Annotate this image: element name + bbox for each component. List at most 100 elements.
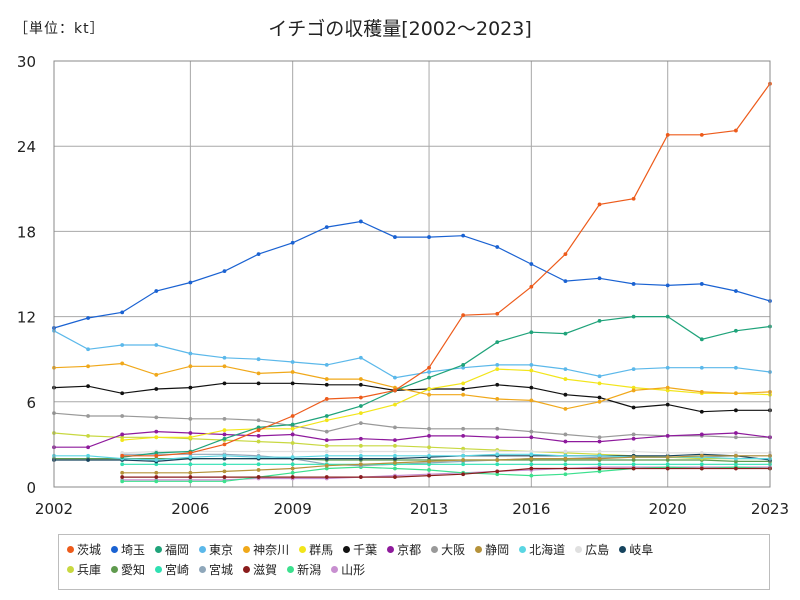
data-point (427, 387, 431, 391)
data-point (529, 466, 534, 471)
legend-item: 宮崎 (155, 561, 189, 578)
data-point (290, 466, 295, 471)
data-point (631, 455, 636, 460)
data-point (495, 245, 500, 249)
data-point (393, 475, 397, 479)
data-point (699, 365, 704, 370)
data-point (631, 458, 636, 462)
data-point (324, 429, 329, 434)
data-point (529, 473, 534, 478)
data-point (120, 414, 125, 418)
data-point (427, 473, 431, 478)
data-point (529, 398, 534, 403)
data-point (120, 435, 125, 440)
data-point (393, 402, 397, 407)
series-滋賀 (120, 466, 772, 479)
data-point (358, 453, 363, 458)
data-point (631, 449, 636, 454)
data-point (120, 361, 125, 366)
legend-swatch (475, 545, 483, 553)
axis-tick-labels: 0 6 12 18 24 30 2002 2006 2009 2013 2016 2020 2023 (17, 53, 789, 518)
data-point (495, 458, 500, 462)
data-point (631, 314, 636, 319)
data-point (358, 395, 363, 400)
x-tick-label: 2020 (649, 500, 687, 518)
data-point (290, 455, 295, 460)
data-point (324, 397, 329, 401)
data-point (393, 375, 397, 380)
data-point (734, 453, 738, 458)
x-tick-label: 2006 (171, 500, 209, 518)
data-point (665, 314, 670, 319)
data-point (86, 384, 90, 389)
data-point (324, 414, 329, 418)
series-埼玉 (52, 219, 772, 330)
data-point (495, 340, 500, 345)
data-point (324, 449, 329, 454)
data-point (393, 456, 397, 461)
legend-label: 静岡 (485, 542, 510, 557)
data-point (631, 466, 636, 471)
data-point (631, 436, 636, 441)
data-point (665, 385, 670, 390)
legend-swatch (67, 565, 74, 573)
data-point (529, 368, 534, 373)
data-point (358, 449, 363, 454)
legend-swatch (431, 545, 439, 553)
data-point (461, 446, 466, 451)
data-point (734, 408, 738, 413)
data-point (358, 421, 363, 425)
data-point (256, 425, 261, 430)
data-point (222, 479, 227, 484)
y-tick-label: 18 (17, 223, 36, 241)
data-point (120, 453, 125, 458)
data-point (86, 364, 90, 369)
data-point (154, 387, 159, 391)
data-point (597, 202, 602, 207)
data-point (324, 466, 329, 471)
legend-label: 新潟 (297, 562, 322, 577)
data-point (120, 475, 125, 479)
data-point (461, 313, 466, 318)
legend-label: 滋賀 (253, 562, 278, 577)
legend-label: 広島 (585, 542, 610, 557)
data-point (154, 429, 159, 434)
legend: 茨城 埼玉 福岡 東京 神奈川 群馬 千葉 京都 大阪 静岡 北海道 広島 岐阜 兵庫 愛知 宮崎 宮城 滋賀 新… (58, 534, 770, 590)
data-point (495, 311, 500, 316)
data-point (427, 449, 431, 454)
data-point (324, 225, 329, 230)
data-point (86, 433, 90, 438)
data-point (734, 466, 738, 471)
data-point (597, 435, 602, 440)
data-point (154, 458, 159, 462)
legend-item: 大阪 (431, 541, 465, 558)
data-point (665, 132, 670, 137)
legend-item: 岐阜 (619, 541, 653, 558)
data-point (222, 475, 227, 479)
data-point (358, 475, 363, 479)
data-point (393, 388, 397, 393)
data-point (290, 414, 295, 418)
legend-item: 広島 (575, 541, 609, 558)
legend-swatch (575, 545, 583, 553)
data-point (358, 411, 363, 416)
data-point (427, 462, 431, 467)
data-point (393, 453, 397, 458)
legend-swatch (387, 545, 395, 553)
legend-item: 茨城 (67, 541, 101, 558)
legend-swatch (199, 545, 207, 553)
data-point (734, 456, 738, 461)
data-point (461, 472, 466, 477)
data-point (461, 458, 466, 462)
legend-swatch (155, 545, 163, 553)
data-point (154, 470, 159, 475)
data-point (563, 367, 568, 372)
data-point (358, 404, 363, 408)
data-point (120, 462, 125, 467)
data-point (461, 449, 466, 454)
data-point (256, 449, 261, 454)
data-point (358, 456, 363, 461)
legend-label: 大阪 (441, 542, 466, 557)
data-point (427, 433, 431, 438)
data-point (563, 449, 568, 454)
